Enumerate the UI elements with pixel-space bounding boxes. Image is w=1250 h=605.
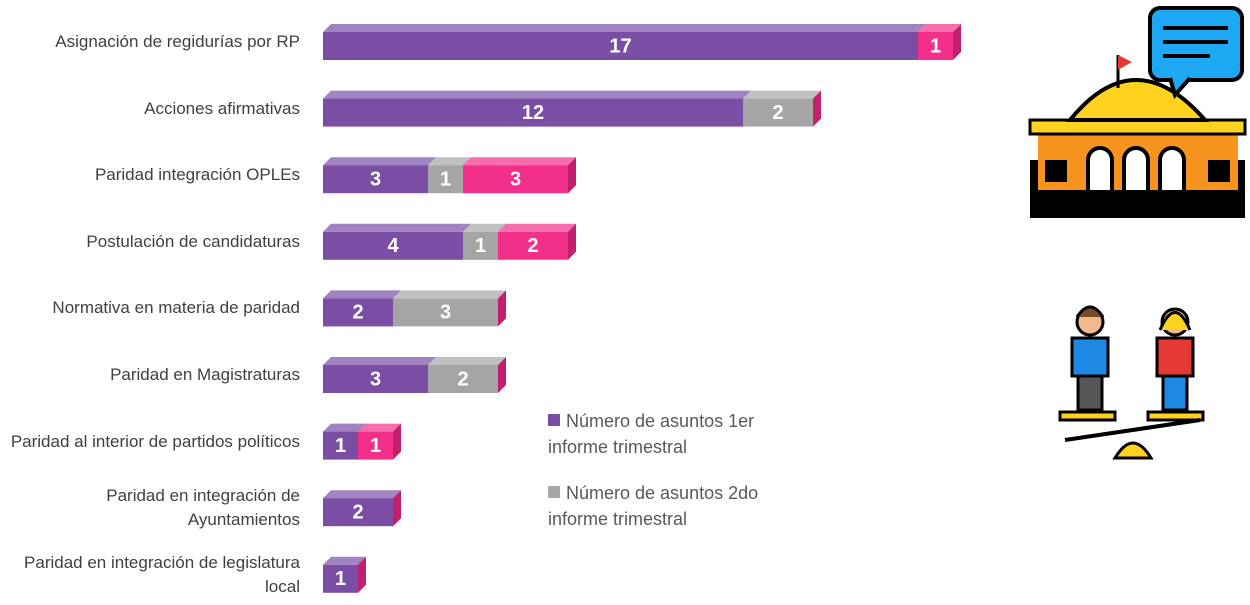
bar-top (323, 290, 401, 298)
value-label: 3 (370, 168, 381, 190)
category-label: Postulación de candidaturas (8, 230, 300, 254)
category-label: Acciones afirmativas (8, 97, 300, 121)
value-label: 2 (352, 501, 363, 523)
value-label: 1 (930, 35, 941, 57)
bar-top (323, 224, 471, 232)
bar-top (323, 91, 751, 99)
bar-top (463, 157, 576, 165)
category-label: Asignación de regidurías por RP (8, 30, 300, 54)
category-label: Paridad en Magistraturas (8, 363, 300, 387)
value-label: 2 (772, 102, 783, 124)
value-label: 3 (510, 168, 521, 190)
legend-swatch (548, 414, 560, 426)
people-icon (1060, 307, 1203, 458)
category-label: Paridad en integración de Ayuntamientos (8, 484, 300, 532)
legend-label: Número de asuntos 1er informe trimestral (548, 411, 754, 457)
value-label: 1 (475, 235, 486, 257)
value-label: 4 (387, 235, 399, 257)
bar-top (323, 490, 401, 498)
value-label: 2 (352, 302, 363, 324)
value-label: 1 (440, 168, 451, 190)
value-label: 17 (609, 35, 631, 57)
value-label: 1 (335, 568, 346, 590)
chart: 17112231341223321121 Asignación de regid… (0, 0, 1250, 605)
legend-swatch (548, 486, 560, 498)
category-label: Normativa en materia de paridad (8, 296, 300, 320)
value-label: 2 (457, 368, 468, 390)
bar-top (743, 91, 821, 99)
bar-top (393, 290, 506, 298)
value-label: 3 (440, 302, 451, 324)
bar-top (498, 224, 576, 232)
value-label: 1 (370, 435, 381, 457)
bar-top (323, 157, 436, 165)
category-label: Paridad integración OPLEs (8, 163, 300, 187)
value-label: 1 (335, 435, 346, 457)
legend-label: Número de asuntos 2do informe trimestral (548, 483, 758, 529)
bar-top (323, 357, 436, 365)
legend-entry: Número de asuntos 1er informe trimestral (548, 408, 808, 460)
category-label: Paridad en integración de legislatura lo… (8, 551, 300, 599)
bar-top (428, 357, 506, 365)
legend-entry: Número de asuntos 2do informe trimestral (548, 480, 808, 532)
building-icon (1030, 8, 1245, 218)
category-label: Paridad al interior de partidos político… (8, 430, 300, 454)
value-label: 12 (522, 102, 544, 124)
value-label: 3 (370, 368, 381, 390)
bar-top (323, 24, 926, 32)
value-label: 2 (527, 235, 538, 257)
